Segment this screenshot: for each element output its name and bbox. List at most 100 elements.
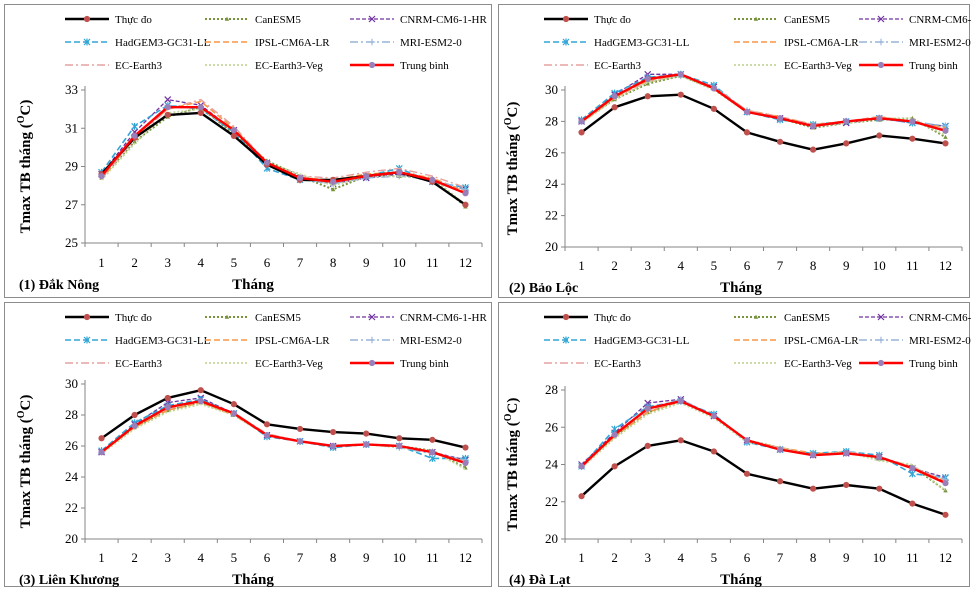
- data-point: [942, 127, 949, 134]
- y-tick-label: 24: [65, 469, 79, 484]
- data-point: [396, 435, 403, 442]
- y-tick-label: 26: [545, 419, 559, 434]
- x-tick-label: 12: [939, 550, 952, 565]
- data-point: [263, 421, 271, 428]
- series-ipsl-cm6a-lr: [100, 100, 466, 193]
- chart-svg: Thực đo CanESM5 CNRM-CM6-1-HR HadGEM3-GC31-…: [16, 312, 487, 588]
- legend-item-mri-esm2-0: MRI-ESM2-0: [350, 335, 462, 347]
- x-axis-title: Tháng: [232, 277, 274, 293]
- y-tick-label: 24: [545, 176, 559, 191]
- data-point: [644, 405, 651, 412]
- data-point: [197, 109, 204, 117]
- data-point: [743, 437, 751, 444]
- y-tick-label: 26: [545, 145, 559, 160]
- legend-marker: [877, 61, 885, 69]
- legend-item-thuc-do: Thực đo: [544, 312, 631, 324]
- legend-marker: [83, 38, 91, 46]
- series-mri-esm2-0: [98, 397, 469, 464]
- chart-svg: Thực đo CanESM5 CNRM-CM6-1-HR HadGEM3-GC31-…: [16, 14, 487, 293]
- legend-marker: [368, 336, 376, 344]
- y-tick-label: 22: [545, 208, 558, 223]
- x-tick-label: 5: [231, 255, 238, 270]
- x-tick-label: 10: [393, 550, 406, 565]
- legend-label: CanESM5: [784, 14, 830, 26]
- legend-item-mri-esm2-0: MRI-ESM2-0: [859, 335, 971, 347]
- legend-item-ec-earth3-veg: EC-Earth3-Veg: [205, 358, 323, 370]
- legend-marker: [562, 313, 570, 321]
- data-point: [942, 480, 949, 487]
- series-trung-binh: [98, 104, 469, 197]
- x-tick-label: 8: [330, 255, 337, 270]
- data-point: [230, 132, 237, 139]
- legend-marker: [368, 359, 376, 367]
- x-tick-label: 4: [678, 550, 685, 565]
- chart-panel-da-lat: Thực đo CanESM5 CNRM-CM6-1-HR HadGEM3-GC31-…: [498, 302, 971, 588]
- legend-label: EC-Earth3: [594, 358, 642, 370]
- data-point: [611, 93, 618, 100]
- data-point: [98, 172, 105, 180]
- legend-label: HadGEM3-GC31-LL: [115, 335, 211, 347]
- data-point: [743, 108, 751, 116]
- y-axis-title: Tmax TB tháng (OC): [503, 398, 521, 532]
- y-tick-label: 20: [545, 239, 558, 254]
- legend-label: Thực đo: [594, 14, 631, 26]
- legend-marker: [877, 336, 885, 344]
- x-tick-label: 10: [873, 258, 886, 273]
- legend-item-hadgem3-gc31-ll: HadGEM3-GC31-LL: [544, 335, 690, 347]
- legend-label: CNRM-CM6-1-HR: [909, 312, 971, 324]
- series-hadgem3-gc31-ll: [578, 397, 949, 482]
- data-point: [131, 411, 138, 419]
- data-point: [197, 104, 204, 111]
- x-tick-label: 6: [744, 258, 751, 273]
- data-point: [296, 438, 304, 445]
- y-tick-label: 20: [545, 531, 558, 546]
- x-tick-label: 7: [777, 550, 784, 565]
- series-trung-binh: [578, 71, 949, 134]
- data-point: [330, 428, 337, 436]
- data-point: [943, 134, 948, 139]
- data-point: [644, 442, 651, 449]
- x-axis-title: Tháng: [720, 572, 762, 588]
- station-label: (1) Đắk Nông: [19, 278, 99, 293]
- legend-label: HadGEM3-GC31-LL: [115, 37, 211, 49]
- legend-marker: [753, 314, 759, 319]
- data-point: [776, 138, 784, 145]
- x-tick-label: 2: [131, 550, 138, 565]
- station-label: (2) Bảo Lộc: [509, 281, 578, 296]
- series-mri-esm2-0: [98, 102, 469, 193]
- series-line: [580, 73, 946, 132]
- data-point: [843, 481, 850, 489]
- y-tick-label: 25: [65, 235, 78, 250]
- data-point: [131, 422, 138, 429]
- series-mri-esm2-0: [578, 396, 949, 483]
- legend-label: CNRM-CM6-1-HR: [400, 14, 487, 26]
- series-cnrm-cm6-1-hr: [98, 96, 469, 193]
- data-point: [942, 511, 949, 518]
- series-line: [100, 398, 466, 460]
- data-point: [263, 159, 271, 166]
- data-point: [810, 485, 817, 492]
- x-tick-label: 7: [297, 255, 304, 270]
- legend-label: EC-Earth3: [115, 358, 163, 370]
- x-tick-label: 4: [198, 550, 205, 565]
- legend-label: Thực đo: [115, 312, 152, 324]
- legend-marker: [83, 15, 91, 23]
- legend-label: MRI-ESM2-0: [909, 335, 971, 347]
- data-point: [710, 105, 717, 112]
- data-point: [710, 412, 717, 420]
- y-axis-title: Tmax TB tháng (OC): [16, 100, 34, 234]
- legend-label: Trung bình: [400, 358, 449, 370]
- data-point: [611, 104, 618, 111]
- data-point: [330, 442, 337, 450]
- x-tick-label: 5: [231, 550, 238, 565]
- x-tick-label: 7: [777, 258, 784, 273]
- data-point: [645, 81, 650, 86]
- data-point: [363, 441, 370, 448]
- x-tick-label: 10: [873, 550, 886, 565]
- y-tick-label: 28: [545, 113, 558, 128]
- legend-marker: [368, 38, 376, 46]
- series-line: [100, 388, 466, 449]
- data-point: [429, 436, 436, 443]
- series-line: [100, 98, 466, 189]
- chart-panel-bao-loc: Thực đo CanESM5 CNRM-CM6-1-HR HadGEM3-GC31-…: [498, 4, 971, 298]
